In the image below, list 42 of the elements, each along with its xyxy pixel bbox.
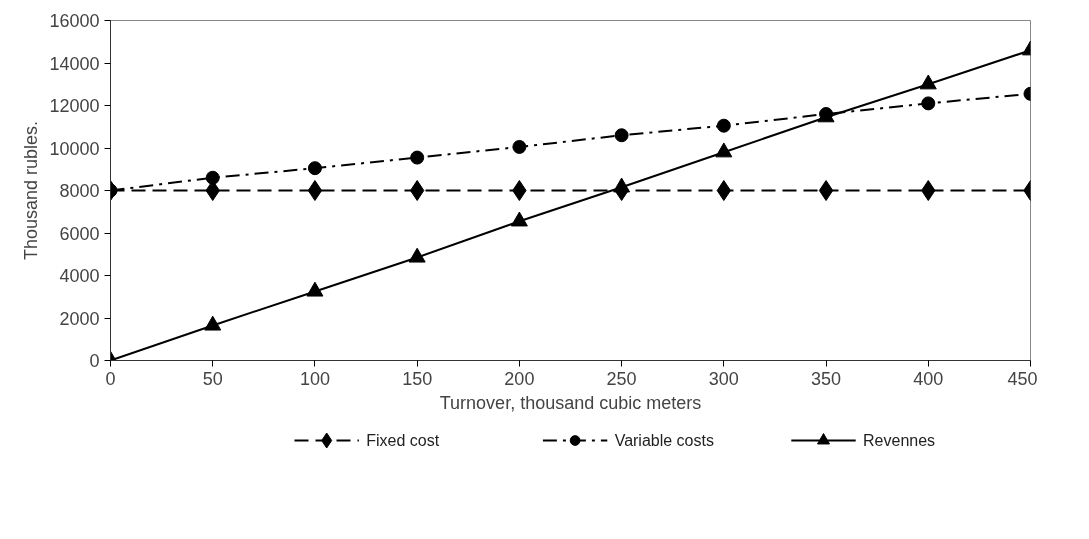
point [818, 180, 834, 201]
y-tick-label: 12000 [49, 96, 100, 116]
y-axis-title: Thousand rubles. [21, 120, 42, 261]
x-tick-label: 300 [708, 368, 739, 389]
point [307, 161, 322, 176]
point [512, 139, 527, 154]
y-tick-label: 8000 [59, 181, 100, 201]
point [510, 211, 528, 227]
point [921, 180, 936, 201]
x-tick-label: 250 [606, 368, 637, 389]
point [205, 170, 220, 185]
y-tick-label: 6000 [59, 223, 100, 244]
point [716, 180, 731, 201]
y-tick-label: 0 [89, 351, 100, 371]
y-tick-label: 14000 [49, 53, 100, 74]
x-tick-label: 100 [299, 368, 330, 389]
legend-label: Variable costs [614, 432, 714, 449]
point [410, 150, 425, 165]
point [204, 315, 222, 331]
point [614, 128, 629, 143]
y-tick-label: 16000 [49, 11, 100, 31]
point [306, 281, 324, 297]
x-tick-label: 450 [1007, 368, 1038, 389]
x-axis-title: Turnover, thousand cubic meters [439, 392, 702, 413]
x-tick-label: 150 [402, 368, 433, 389]
y-tick-label: 10000 [49, 138, 100, 159]
point [716, 118, 731, 133]
x-tick-label: 400 [913, 368, 944, 389]
legend-label: Revennes [863, 432, 936, 449]
legend-label: Fixed cost [366, 432, 440, 449]
y-tick-label: 2000 [59, 308, 100, 329]
point [410, 180, 425, 201]
x-tick-label: 350 [811, 368, 842, 389]
point [307, 180, 323, 201]
point [408, 247, 426, 263]
point [921, 96, 936, 111]
y-tick-label: 4000 [59, 266, 100, 286]
x-tick-label: 0 [105, 368, 116, 389]
x-tick-label: 200 [504, 368, 535, 389]
point [512, 180, 527, 201]
point [613, 177, 631, 193]
x-tick-label: 50 [202, 368, 223, 389]
